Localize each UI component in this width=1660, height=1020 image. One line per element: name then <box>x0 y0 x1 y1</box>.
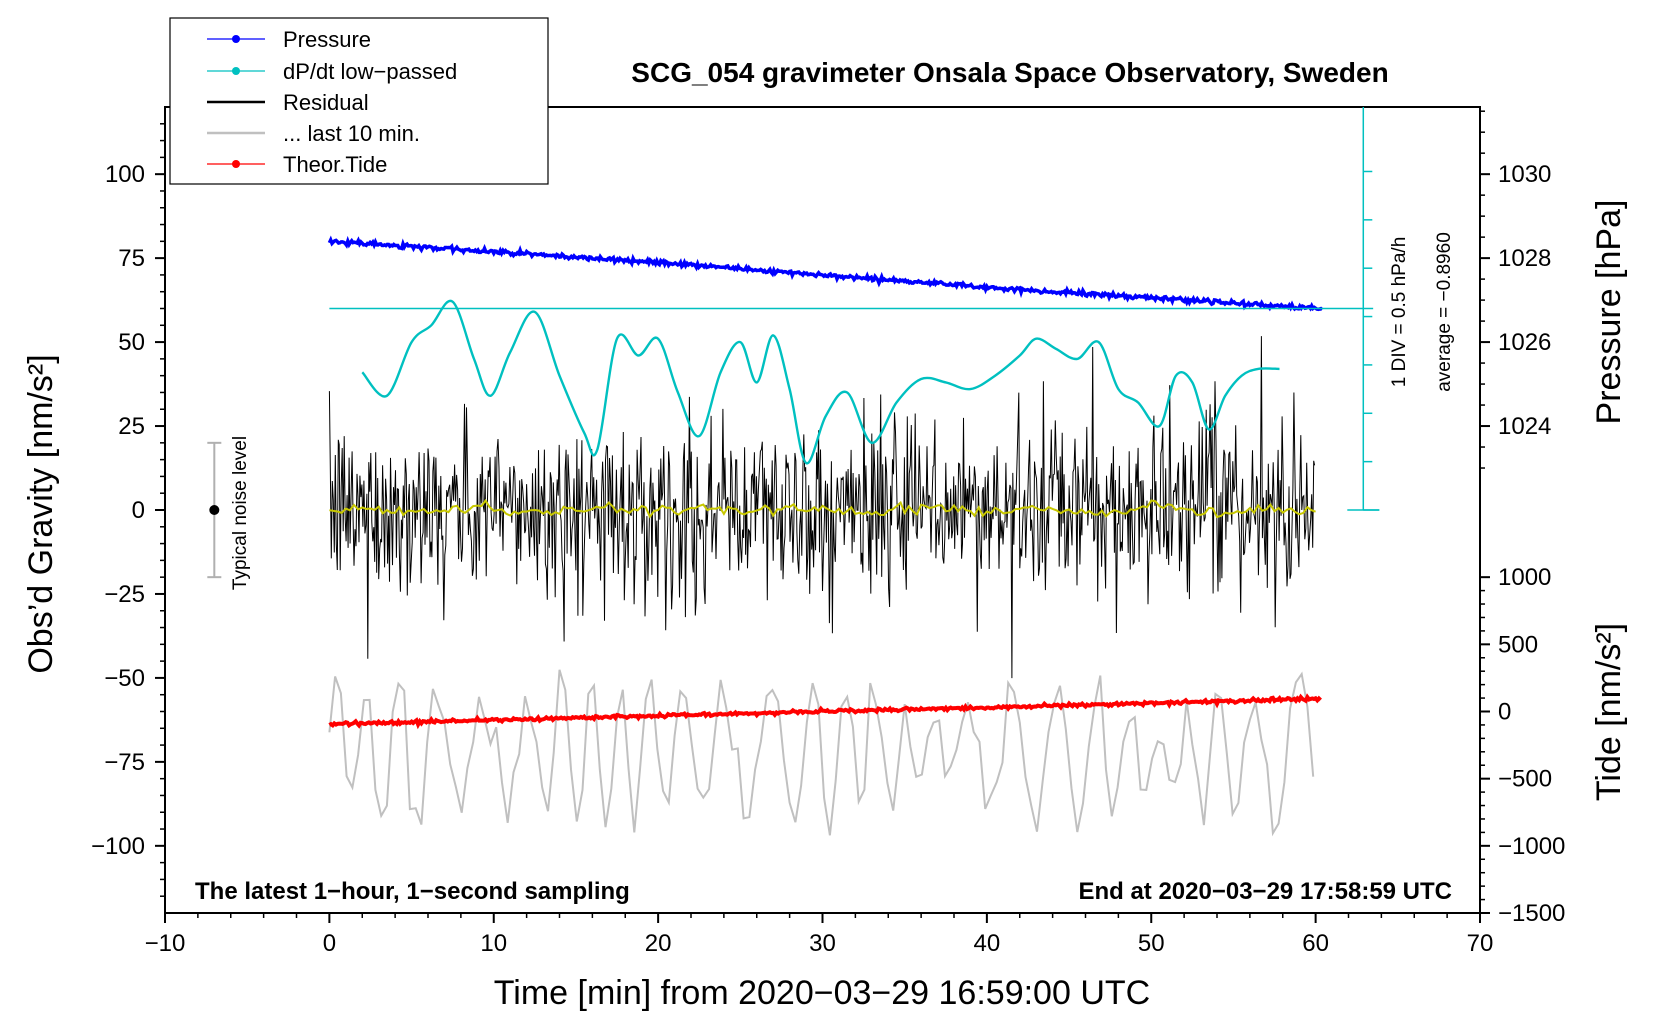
legend: Pressure dP/dt low−passed Residual ... l… <box>169 17 549 185</box>
pressure-tick-label: 1024 <box>1498 413 1551 440</box>
scale-label-average: average = −0.8960 <box>1434 232 1455 392</box>
legend-item-dpdt: dP/dt low−passed <box>207 59 457 84</box>
x-tick-label: 50 <box>1138 930 1165 957</box>
legend-label-pressure: Pressure <box>283 27 371 52</box>
pressure-tick-label: 1028 <box>1498 245 1551 272</box>
annotation-sampling: The latest 1−hour, 1−second sampling <box>195 878 630 905</box>
noise-label: Typical noise level <box>230 436 251 590</box>
noise-bar-center <box>209 505 220 515</box>
legend-marker-pressure <box>232 35 240 43</box>
y-tick-label-left: 75 <box>118 245 145 272</box>
legend-item-tide: Theor.Tide <box>207 152 387 177</box>
chart-title: SCG_054 gravimeter Onsala Space Observat… <box>631 57 1388 88</box>
legend-item-pressure: Pressure <box>207 27 371 52</box>
series-residual-mean <box>329 498 1316 519</box>
y-axis-title-tide: Tide [nm/s²] <box>1590 623 1628 801</box>
x-tick-label: 10 <box>480 930 507 957</box>
legend-label-residual: Residual <box>283 90 369 115</box>
legend-item-residual: Residual <box>207 90 369 115</box>
tide-tick-label: 500 <box>1498 631 1538 658</box>
series-residual <box>328 336 1316 679</box>
x-tick-label: 70 <box>1467 930 1494 957</box>
legend-marker-tide <box>232 160 240 168</box>
series-last-10-min <box>328 669 1315 837</box>
y-tick-label-left: 25 <box>118 413 145 440</box>
x-tick-label: 20 <box>645 930 672 957</box>
pressure-tick-label: 1030 <box>1498 161 1551 188</box>
y-tick-label-left: 50 <box>118 329 145 356</box>
series-dpdt-low-passed <box>361 299 1280 465</box>
x-tick-label: 60 <box>1302 930 1329 957</box>
tide-tick-label: 1000 <box>1498 564 1551 591</box>
x-axis-title: Time [min] from 2020−03−29 16:59:00 UTC <box>494 974 1150 1012</box>
x-tick-label: 0 <box>323 930 336 957</box>
series-theor-tide <box>328 693 1322 730</box>
y-axis-title-pressure: Pressure [hPa] <box>1590 200 1628 425</box>
axis-layer: −10 0 10 20 30 40 50 60 70−100−75−50−25025507510… <box>91 110 1565 957</box>
series-pressure <box>327 235 1324 312</box>
legend-marker-dpdt <box>232 67 240 75</box>
x-tick-label: −10 <box>145 930 186 957</box>
x-tick-label: 30 <box>809 930 836 957</box>
x-tick-label: 40 <box>974 930 1001 957</box>
legend-label-dpdt: dP/dt low−passed <box>283 59 457 84</box>
legend-label-last10: ... last 10 min. <box>283 121 420 146</box>
legend-label-tide: Theor.Tide <box>283 152 387 177</box>
y-axis-title-left: Obs’d Gravity [nm/s²] <box>22 354 60 673</box>
data-layer <box>207 107 1380 837</box>
tide-tick-label: −1000 <box>1498 833 1565 860</box>
tide-tick-label: −500 <box>1498 766 1552 793</box>
tide-tick-label: −1500 <box>1498 900 1565 927</box>
legend-item-last10: ... last 10 min. <box>207 121 420 146</box>
y-tick-label-left: −100 <box>91 833 145 860</box>
pressure-tick-label: 1026 <box>1498 329 1551 356</box>
y-tick-label-left: 100 <box>105 161 145 188</box>
y-tick-label-left: −75 <box>104 749 145 776</box>
y-tick-label-left: 0 <box>132 497 145 524</box>
y-tick-label-left: −50 <box>104 665 145 692</box>
scale-label-div: 1 DIV = 0.5 hPa/h <box>1389 237 1410 388</box>
tide-tick-label: 0 <box>1498 699 1511 726</box>
y-tick-label-left: −25 <box>104 581 145 608</box>
annotation-end-time: End at 2020−03−29 17:58:59 UTC <box>1078 878 1452 905</box>
